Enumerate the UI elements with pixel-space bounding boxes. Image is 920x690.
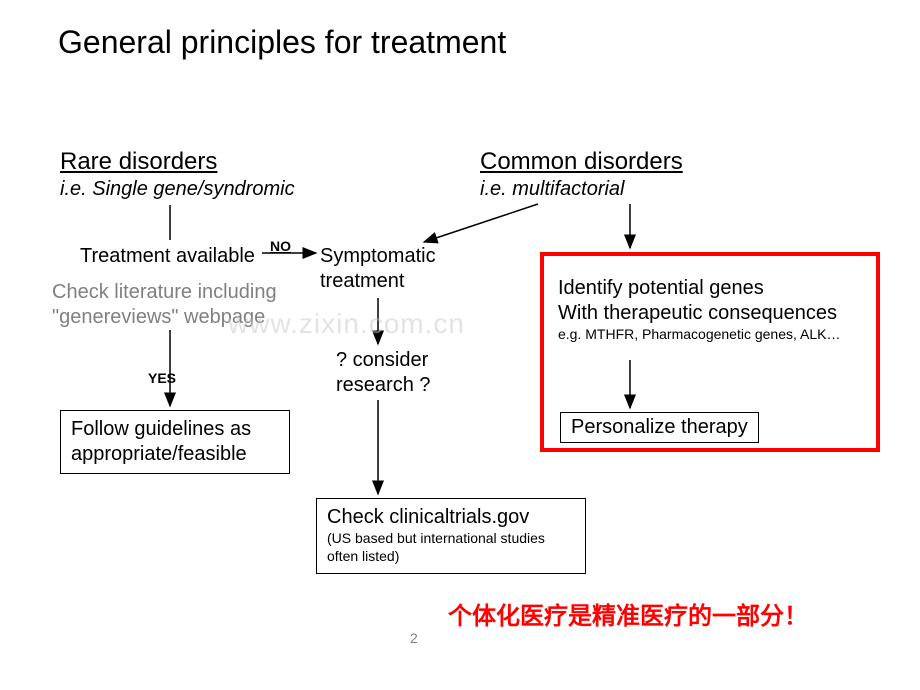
ct-line3: often listed) bbox=[327, 548, 575, 566]
personalize-text: Personalize therapy bbox=[571, 416, 748, 438]
identify-line2: With therapeutic consequences bbox=[558, 301, 840, 326]
ct-line2: (US based but international studies bbox=[327, 530, 575, 548]
check-literature-note: Check literature including "genereviews"… bbox=[52, 280, 277, 330]
identify-line3: e.g. MTHFR, Pharmacogenetic genes, ALK… bbox=[558, 326, 840, 344]
consider-research-label: ? consider research ? bbox=[336, 348, 431, 398]
treatment-available-label: Treatment available bbox=[80, 244, 255, 269]
common-subtitle: i.e. multifactorial bbox=[480, 178, 625, 201]
symptomatic-line1: Symptomatic bbox=[320, 244, 436, 269]
personalize-therapy-box: Personalize therapy bbox=[560, 412, 759, 443]
identify-genes-block: Identify potential genes With therapeuti… bbox=[558, 276, 840, 344]
consider-line2: research ? bbox=[336, 373, 431, 398]
no-label: NO bbox=[270, 238, 291, 254]
follow-line2: appropriate/feasible bbox=[71, 442, 279, 467]
symptomatic-line2: treatment bbox=[320, 269, 436, 294]
clinicaltrials-box: Check clinicaltrials.gov (US based but i… bbox=[316, 498, 586, 574]
summary-banner: 个体化医疗是精准医疗的一部分！ bbox=[448, 596, 808, 631]
page-number: 2 bbox=[410, 630, 418, 646]
ct-line1: Check clinicaltrials.gov bbox=[327, 505, 575, 530]
identify-line1: Identify potential genes bbox=[558, 276, 840, 301]
slide-title: General principles for treatment bbox=[58, 24, 506, 61]
yes-label: YES bbox=[148, 370, 176, 386]
common-heading: Common disorders bbox=[480, 148, 683, 176]
check-lit-line2: "genereviews" webpage bbox=[52, 305, 277, 330]
consider-line1: ? consider bbox=[336, 348, 431, 373]
arrow-common-to-symp bbox=[424, 204, 538, 242]
follow-line1: Follow guidelines as bbox=[71, 417, 279, 442]
check-lit-line1: Check literature including bbox=[52, 280, 277, 305]
rare-heading: Rare disorders bbox=[60, 148, 217, 176]
rare-subtitle: i.e. Single gene/syndromic bbox=[60, 178, 295, 201]
follow-guidelines-box: Follow guidelines as appropriate/feasibl… bbox=[60, 410, 290, 474]
symptomatic-label: Symptomatic treatment bbox=[320, 244, 436, 294]
